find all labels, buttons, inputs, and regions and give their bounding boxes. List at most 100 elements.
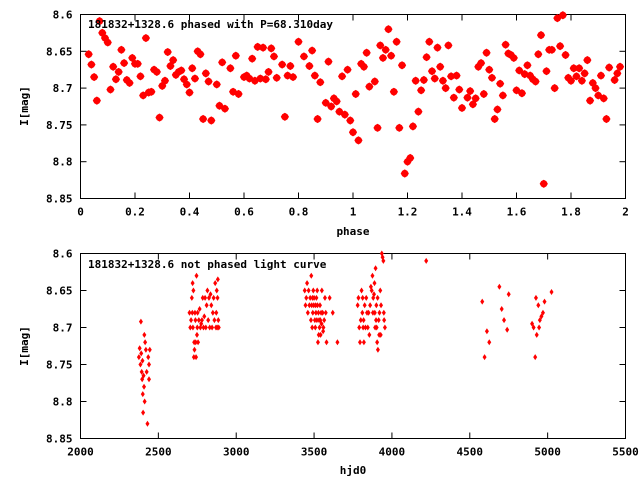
data-point [487,339,492,346]
data-point [143,346,148,353]
data-point [419,75,428,85]
data-point [553,14,562,23]
data-point [321,98,330,107]
unphased-y-tick-label: 8.65 [46,285,73,298]
data-point [370,272,375,279]
data-point [199,317,204,324]
data-point [360,294,365,301]
data-point [109,62,118,71]
data-point [531,324,536,331]
data-point [144,368,149,375]
data-point [550,84,559,93]
data-point [192,309,197,316]
data-point [376,41,385,50]
data-point [547,45,557,54]
data-point [215,276,220,283]
data-point [120,58,129,68]
data-point [215,294,220,301]
data-point [147,361,152,368]
phased-light-curve-panel: 0 0.2 0.4 0.6 0.8 1 1.2 1.4 1.6 1.8 2 8.68.658.78.… [18,9,629,239]
data-point [561,50,570,60]
data-point [509,53,518,63]
data-point [499,306,504,312]
data-point [194,272,199,279]
data-point [447,72,456,81]
data-point [280,112,289,121]
data-point [136,72,145,81]
data-point [216,317,221,324]
data-point [214,287,219,294]
data-point [321,328,326,335]
data-point [140,357,145,364]
data-point [512,86,521,95]
unphased-x-tick-label: 5000 [534,446,561,459]
data-point [200,294,205,301]
data-point [205,287,210,294]
unphased-light-curve-panel: 2000 2500 3000 3500 4000 4500 5000 5500 8.6 8.65… [18,248,639,478]
data-point [613,69,622,78]
data-point [206,294,211,301]
data-point [147,376,152,383]
data-point [358,339,363,346]
data-point [452,71,461,80]
data-point [190,280,195,287]
data-point [234,89,243,99]
data-point [395,123,404,132]
data-point [319,287,324,294]
data-point [384,25,393,34]
data-point [210,309,215,316]
data-point [321,324,326,331]
data-point [572,72,581,81]
data-point [569,64,578,73]
data-point [580,69,589,78]
data-point [476,58,486,68]
unphased-y-tick-label: 8.6 [53,248,73,261]
data-point [531,77,540,86]
data-point [368,302,373,309]
data-point [356,294,361,301]
data-point [338,72,347,81]
phased-y-tick-label: 8.7 [53,82,73,95]
data-point [534,331,539,338]
unphased-x-tick-labels: 2000 2500 3000 3500 4000 4500 5000 5500 [67,446,639,459]
data-point [264,67,273,77]
data-point [485,65,494,74]
data-point [317,302,322,309]
data-point [602,114,611,124]
data-point [261,75,270,84]
data-point [556,42,565,51]
data-point [139,91,148,100]
data-point [220,104,230,113]
data-point [382,324,387,331]
data-point [365,324,370,331]
data-point [414,107,423,116]
data-point [505,326,510,333]
data-point [303,302,308,309]
data-point [387,51,396,60]
data-point [530,320,535,327]
data-point [374,317,379,324]
data-point [256,74,265,83]
phased-x-tick-label: 0.6 [234,206,254,219]
data-point [359,62,368,71]
data-point [397,61,407,70]
data-point [318,331,323,338]
data-point [324,339,329,346]
data-point [392,37,401,46]
data-point [139,368,144,375]
data-point [203,294,208,301]
data-point [372,309,377,316]
data-point [585,96,595,105]
data-point [583,56,592,65]
data-point [87,60,96,69]
phased-y-tick-labels: 8.6 8.65 8.7 8.75 8.8 8.85 [46,9,73,206]
data-point [358,317,363,324]
data-point [615,62,625,71]
data-point [449,93,458,102]
phased-x-tick-label: 1.4 [452,206,472,219]
phased-y-tick-label: 8.65 [46,45,73,58]
data-point [145,420,150,427]
data-point [479,89,488,99]
data-point [231,51,240,60]
